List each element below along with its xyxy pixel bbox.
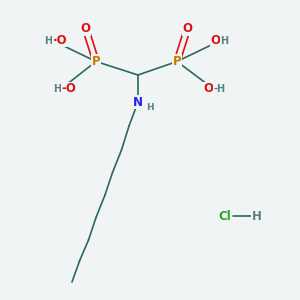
Text: O: O: [211, 34, 220, 47]
Text: P: P: [92, 55, 100, 68]
Text: H: H: [146, 103, 154, 112]
Text: H: H: [220, 35, 229, 46]
Text: -H: -H: [213, 83, 225, 94]
Text: N: N: [133, 95, 143, 109]
Text: O: O: [203, 82, 213, 95]
Text: H: H: [53, 83, 62, 94]
Text: H: H: [252, 209, 261, 223]
Text: Cl: Cl: [219, 209, 231, 223]
Text: ·O: ·O: [52, 34, 67, 47]
Text: O: O: [182, 22, 193, 35]
Text: H: H: [44, 35, 52, 46]
Text: P: P: [173, 55, 181, 68]
Text: -O: -O: [61, 82, 76, 95]
Text: O: O: [80, 22, 91, 35]
